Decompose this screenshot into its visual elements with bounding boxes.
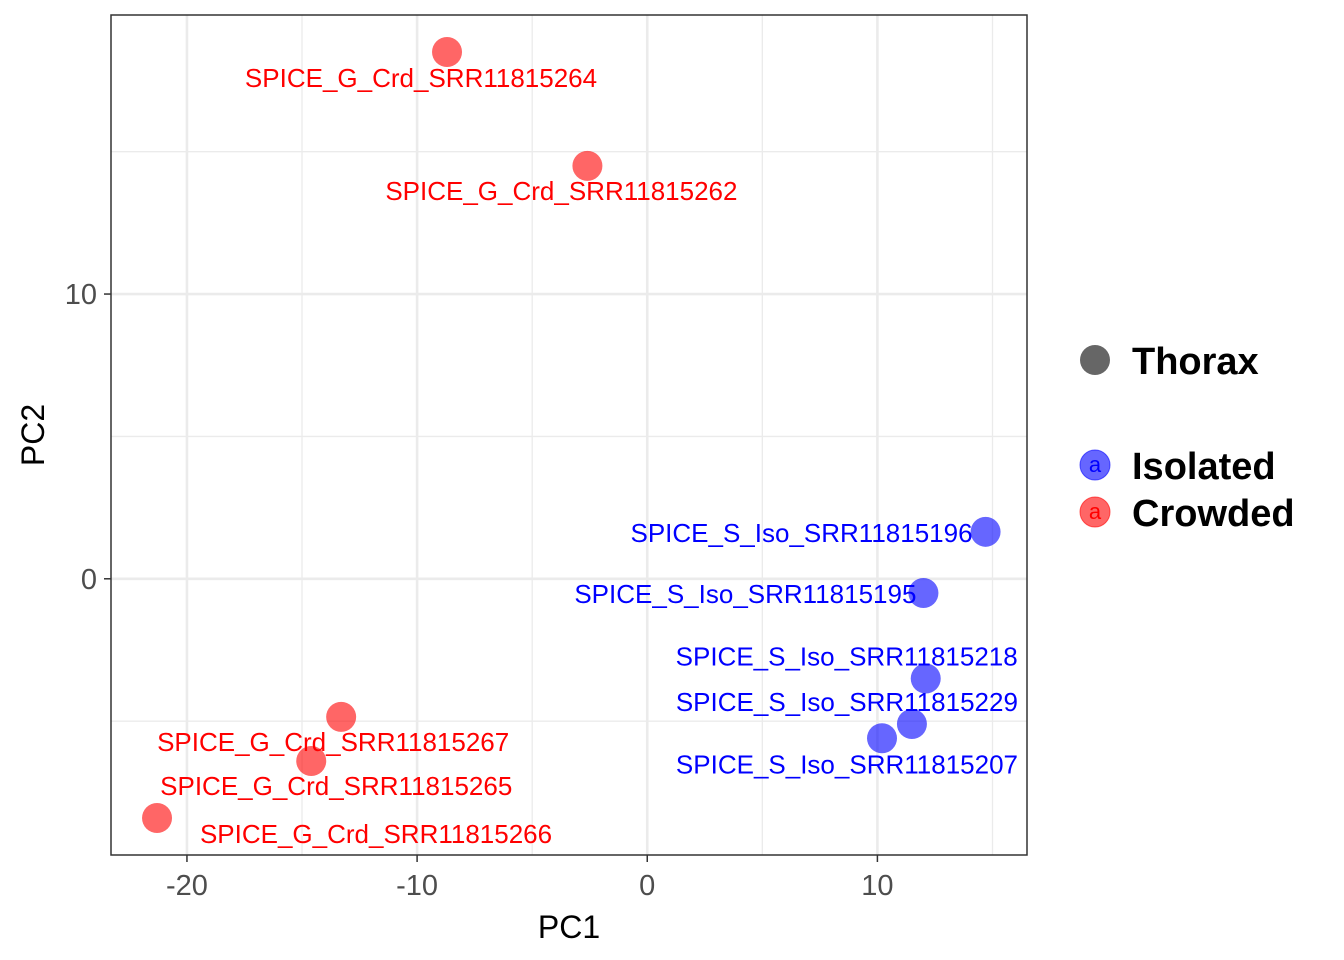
scatter-point (572, 150, 603, 181)
scatter-point (970, 516, 1001, 547)
legend-key-circle (1079, 496, 1111, 528)
legend: Thorax a Isolated a Crowded (1079, 341, 1295, 535)
point-label: SPICE_S_Iso_SRR11815207 (676, 749, 1018, 779)
major-gridlines (111, 15, 1027, 855)
x-axis-title: PC1 (538, 909, 600, 945)
y-tick-label: 10 (65, 279, 97, 311)
x-axis: -20 -10 0 10 (166, 855, 894, 902)
scatter-point (432, 37, 463, 68)
scatter-point (142, 802, 173, 833)
x-tick-label: -10 (396, 870, 438, 902)
scatter-point (326, 701, 357, 732)
legend-entry-label: Isolated (1132, 446, 1276, 488)
scatter-point (296, 746, 327, 777)
legend-thorax-label: Thorax (1132, 341, 1259, 383)
legend-key-glyph: a (1089, 499, 1102, 524)
legend-thorax-key (1080, 345, 1110, 375)
minor-gridlines (111, 15, 1027, 855)
legend-key-glyph: a (1089, 452, 1102, 477)
y-tick-label: 0 (81, 564, 97, 596)
point-label: SPICE_S_Iso_SRR11815218 (676, 641, 1018, 671)
scatter-point (867, 723, 898, 754)
scatter-point (910, 663, 941, 694)
legend-entry-label: Crowded (1132, 493, 1295, 535)
point-labels: SPICE_S_Iso_SRR11815196 SPICE_S_Iso_SRR11… (157, 63, 1018, 849)
legend-group-entries: a Isolated a Crowded (1079, 446, 1295, 535)
x-tick-label: -20 (166, 870, 208, 902)
scatter-point (896, 709, 927, 740)
y-axis-title: PC2 (15, 404, 51, 466)
scatter-point (908, 578, 939, 609)
x-tick-label: 0 (639, 870, 655, 902)
point-label: SPICE_G_Crd_SRR11815266 (200, 819, 552, 849)
legend-key-circle (1079, 449, 1111, 481)
point-label: SPICE_S_Iso_SRR11815195 (574, 579, 916, 609)
point-label: SPICE_G_Crd_SRR11815264 (245, 63, 597, 93)
point-label: SPICE_S_Iso_SRR11815196 (630, 518, 972, 548)
plot-panel-border (110, 14, 1028, 856)
x-tick-label: 10 (861, 870, 893, 902)
point-label: SPICE_G_Crd_SRR11815265 (160, 771, 512, 801)
point-label: SPICE_G_Crd_SRR11815267 (157, 727, 509, 757)
point-label: SPICE_S_Iso_SRR11815229 (676, 687, 1018, 717)
y-axis: 0 10 (65, 279, 111, 596)
point-label: SPICE_G_Crd_SRR11815262 (385, 176, 737, 206)
data-points (142, 37, 1001, 833)
